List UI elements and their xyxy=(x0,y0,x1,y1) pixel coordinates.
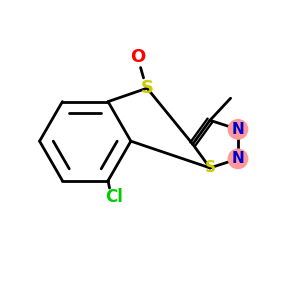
Text: Cl: Cl xyxy=(105,188,123,206)
Circle shape xyxy=(228,120,248,139)
Text: N: N xyxy=(232,122,244,137)
Text: N: N xyxy=(232,151,244,166)
Text: S: S xyxy=(205,160,215,175)
Text: O: O xyxy=(130,48,146,66)
Circle shape xyxy=(228,149,248,169)
Text: S: S xyxy=(141,79,154,97)
